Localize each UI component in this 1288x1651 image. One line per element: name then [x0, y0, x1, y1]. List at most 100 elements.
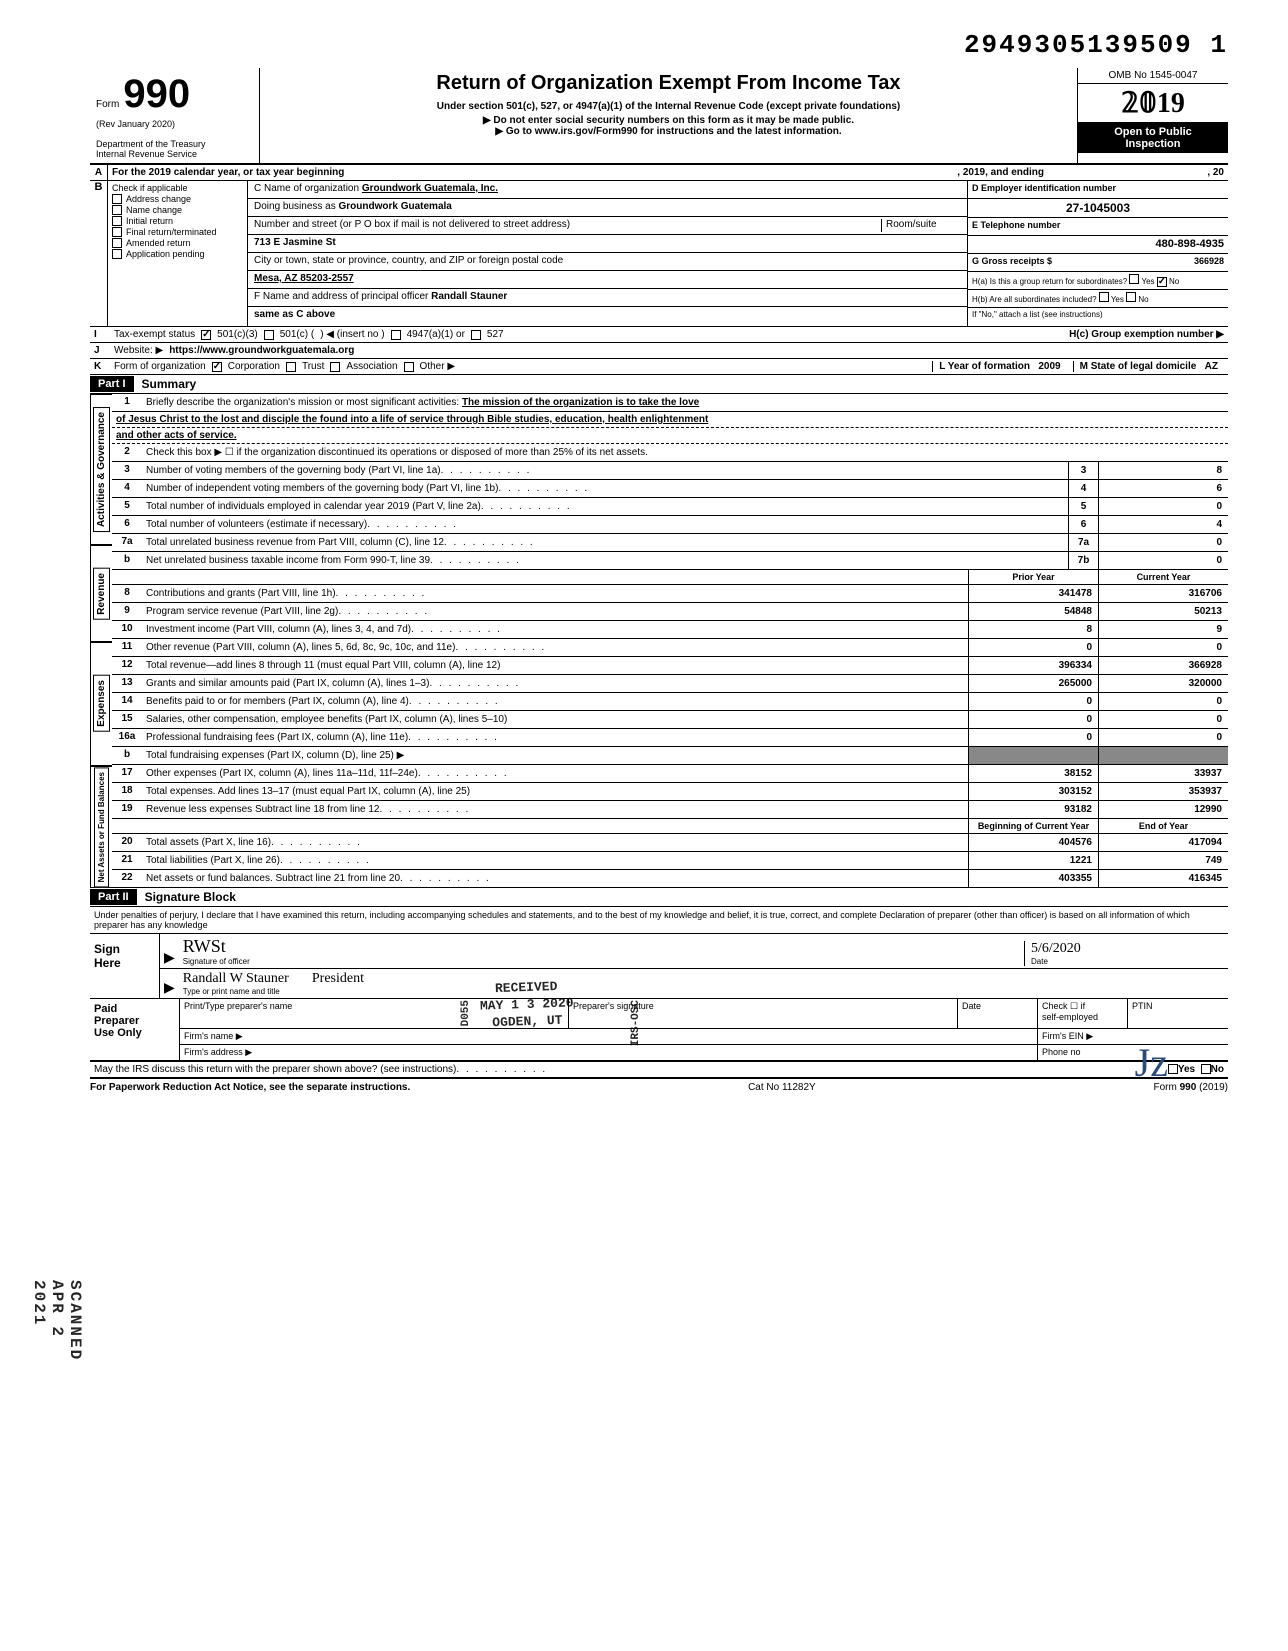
row-i: I Tax-exempt status 501(c)(3) 501(c) ( )… [90, 327, 1228, 343]
chk-4947[interactable] [391, 330, 401, 340]
city-value: Mesa, AZ 85203-2557 [248, 271, 967, 289]
irs-discuss-text: May the IRS discuss this return with the… [94, 1064, 456, 1075]
l16b-current-shade [1098, 747, 1228, 764]
l16a-current: 0 [1098, 729, 1228, 746]
paid-label2: Preparer [94, 1015, 175, 1027]
chk-final-return[interactable] [112, 227, 122, 237]
chk-501c[interactable] [264, 330, 274, 340]
chk-ha-no[interactable] [1157, 277, 1167, 287]
chk-association[interactable] [330, 362, 340, 372]
perjury-text: Under penalties of perjury, I declare th… [90, 907, 1228, 933]
letter-j: J [94, 345, 108, 356]
dept-treasury: Department of the Treasury [96, 139, 253, 149]
header-center: Return of Organization Exempt From Incom… [260, 68, 1078, 163]
lbl-amended-return: Amended return [126, 238, 191, 248]
l10-current: 9 [1098, 621, 1228, 638]
l7a-val: 0 [1098, 534, 1228, 551]
chk-527[interactable] [471, 330, 481, 340]
l16b-num: b [112, 747, 142, 764]
l15-num: 15 [112, 711, 142, 728]
hb-no: No [1138, 295, 1148, 304]
l1-desc: Briefly describe the organization's miss… [146, 397, 459, 408]
l14-current: 0 [1098, 693, 1228, 710]
opt-501c-insert: ) ◀ (insert no ) [320, 329, 384, 340]
l20-num: 20 [112, 834, 142, 851]
chk-other[interactable] [404, 362, 414, 372]
firm-name-label: Firm's name ▶ [180, 1029, 1038, 1044]
phone-label: Phone no [1038, 1045, 1228, 1060]
l12-prior: 396334 [968, 657, 1098, 674]
revenue-header: Prior YearCurrent Year [112, 570, 1228, 585]
year-formation: 2009 [1038, 361, 1060, 372]
irs-discuss-row: May the IRS discuss this return with the… [90, 1062, 1228, 1079]
row-k: K Form of organization Corporation Trust… [90, 359, 1228, 375]
l6-val: 4 [1098, 516, 1228, 533]
chk-address-change[interactable] [112, 194, 122, 204]
l12-num: 12 [112, 657, 142, 674]
form-label: Form [96, 99, 119, 110]
open-public-2: Inspection [1081, 138, 1225, 150]
lbl-name-change: Name change [126, 205, 182, 215]
chk-corporation[interactable] [212, 362, 222, 372]
chk-501c3[interactable] [201, 330, 211, 340]
chk-ha-yes[interactable] [1129, 274, 1139, 284]
l8-current: 316706 [1098, 585, 1228, 602]
scanned-stamp: SCANNED APR 2 2021 [30, 1280, 84, 1361]
street-address: 713 E Jasmine St [248, 235, 967, 253]
l22-prior: 403355 [968, 870, 1098, 887]
preparer-name-col: Print/Type preparer's name [180, 999, 569, 1028]
chk-discuss-no[interactable] [1201, 1064, 1211, 1074]
chk-amended-return[interactable] [112, 238, 122, 248]
l1-num: 1 [112, 394, 142, 411]
hb-label: H(b) Are all subordinates included? [972, 295, 1097, 304]
chk-initial-return[interactable] [112, 216, 122, 226]
chk-hb-no[interactable] [1126, 292, 1136, 302]
l4-box: 4 [1068, 480, 1098, 497]
l16a-desc: Professional fundraising fees (Part IX, … [142, 729, 968, 746]
l13-num: 13 [112, 675, 142, 692]
footer-center: Cat No 11282Y [748, 1082, 816, 1093]
d-label: D Employer identification number [972, 183, 1116, 193]
b-checkboxes: Check if applicable Address change Name … [108, 181, 248, 326]
l22-num: 22 [112, 870, 142, 887]
row-a-text2: , 2019, and ending [957, 167, 1044, 178]
opt-other: Other ▶ [420, 361, 455, 372]
tax-year: 𝟚𝟘201919 [1078, 84, 1228, 123]
telephone-value: 480-898-4935 [968, 236, 1228, 254]
l18-current: 353937 [1098, 783, 1228, 800]
l10-num: 10 [112, 621, 142, 638]
l7a-box: 7a [1068, 534, 1098, 551]
paid-preparer-section: Paid Preparer Use Only Print/Type prepar… [90, 999, 1228, 1062]
letter-i: I [94, 329, 108, 340]
header-right: OMB No 1545-0047 𝟚𝟘201919 Open to Public… [1078, 68, 1228, 163]
label-net-assets: Net Assets or Fund Balances [94, 767, 109, 887]
opt-association: Association [346, 361, 397, 372]
city-label: City or town, state or province, country… [248, 253, 967, 271]
chk-application-pending[interactable] [112, 249, 122, 259]
l12-desc: Total revenue—add lines 8 through 11 (mu… [142, 657, 968, 674]
sig-arrow-1: ▶ [164, 949, 175, 966]
l2-desc: Check this box ▶ ☐ if the organization d… [142, 444, 1228, 461]
l4-val: 6 [1098, 480, 1228, 497]
lbl-initial-return: Initial return [126, 216, 173, 226]
document-number: 2949305139509 1 [90, 30, 1228, 60]
check-if-applicable: Check if applicable [112, 183, 243, 193]
l7b-desc: Net unrelated business taxable income fr… [142, 552, 1068, 569]
chk-name-change[interactable] [112, 205, 122, 215]
lbl-application-pending: Application pending [126, 249, 205, 259]
l16b-prior-shade [968, 747, 1098, 764]
website-label: Website: ▶ [114, 345, 163, 356]
chk-trust[interactable] [286, 362, 296, 372]
chk-discuss-yes[interactable] [1168, 1064, 1178, 1074]
form-org-label: Form of organization [114, 361, 206, 372]
l7a-num: 7a [112, 534, 142, 551]
printed-name: Randall W Stauner [183, 971, 289, 986]
l19-prior: 93182 [968, 801, 1098, 818]
chk-hb-yes[interactable] [1099, 292, 1109, 302]
l-label: L Year of formation [939, 361, 1030, 372]
l5-num: 5 [112, 498, 142, 515]
netassets-header: Beginning of Current YearEnd of Year [112, 819, 1228, 834]
l10-prior: 8 [968, 621, 1098, 638]
l7b-val: 0 [1098, 552, 1228, 569]
opt-527: 527 [487, 329, 504, 340]
